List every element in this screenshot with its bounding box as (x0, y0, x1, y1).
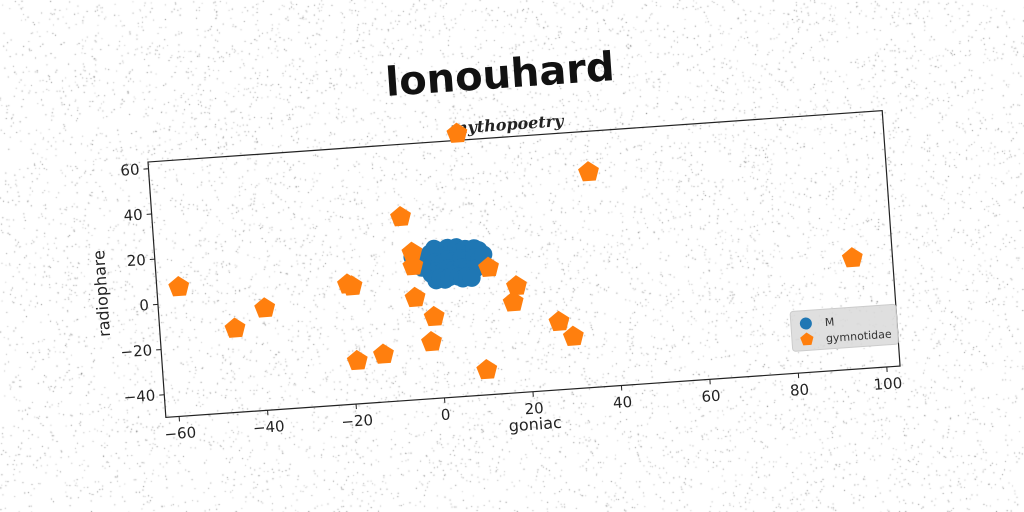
point-gymnotidae (224, 317, 246, 338)
y-tick-label: 60 (120, 160, 140, 179)
x-tick-label: 0 (440, 406, 451, 425)
point-gymnotidae (502, 291, 524, 312)
point-gymnotidae (548, 310, 570, 332)
x-tick-label: −40 (252, 417, 285, 437)
y-tick-label: 0 (139, 296, 150, 315)
x-axis-label: goniac (508, 413, 562, 436)
point-gymnotidae (254, 297, 276, 318)
legend-marker-M (799, 317, 812, 330)
legend-label-gymnotidae: gymnotidae (826, 328, 893, 346)
y-axis-label: radiophare (89, 250, 114, 338)
point-gymnotidae (578, 161, 599, 182)
point-gymnotidae (446, 122, 468, 143)
point-gymnotidae (476, 358, 498, 380)
point-gymnotidae (506, 275, 527, 296)
plot-area: −60 −40 −20 0 20 40 60 80 100 −40 −20 0 20 40 60 goni… (89, 110, 903, 443)
point-gymnotidae (478, 256, 499, 277)
x-tick-label: −20 (341, 411, 374, 431)
plot-frame (147, 110, 901, 419)
point-gymnotidae (346, 349, 368, 371)
legend-marker-gymnotidae (800, 332, 814, 346)
y-axis: −40 −20 0 20 40 60 (120, 160, 165, 407)
y-tick-label: −40 (123, 386, 156, 406)
x-tick-label: 20 (524, 399, 544, 418)
legend: M gymnotidae (789, 303, 899, 352)
chart-title: lonouhard (384, 44, 616, 106)
x-tick-label: 60 (701, 387, 721, 406)
x-tick-label: 100 (873, 374, 903, 394)
x-tick-label: 40 (612, 393, 632, 412)
x-axis: −60 −40 −20 0 20 40 60 80 100 (164, 366, 903, 443)
point-gymnotidae (423, 305, 445, 327)
point-gymnotidae (390, 206, 411, 227)
legend-label-M: M (824, 316, 834, 330)
x-tick-label: −60 (164, 423, 197, 443)
point-gymnotidae (402, 255, 424, 276)
point-gymnotidae (404, 286, 426, 308)
point-gymnotidae (421, 331, 442, 352)
legend-box (789, 303, 899, 352)
x-tick-label: 80 (789, 380, 809, 399)
point-gymnotidae (168, 276, 190, 297)
y-tick-label: 20 (126, 251, 146, 270)
y-tick-label: −20 (120, 341, 153, 361)
point-gymnotidae (341, 275, 363, 296)
y-tick-label: 40 (123, 206, 143, 225)
point-gymnotidae (562, 325, 584, 346)
point-gymnotidae (841, 247, 863, 268)
data-points (168, 122, 863, 380)
point-M (462, 268, 481, 287)
point-gymnotidae (373, 343, 394, 364)
point-gymnotidae (401, 241, 423, 262)
